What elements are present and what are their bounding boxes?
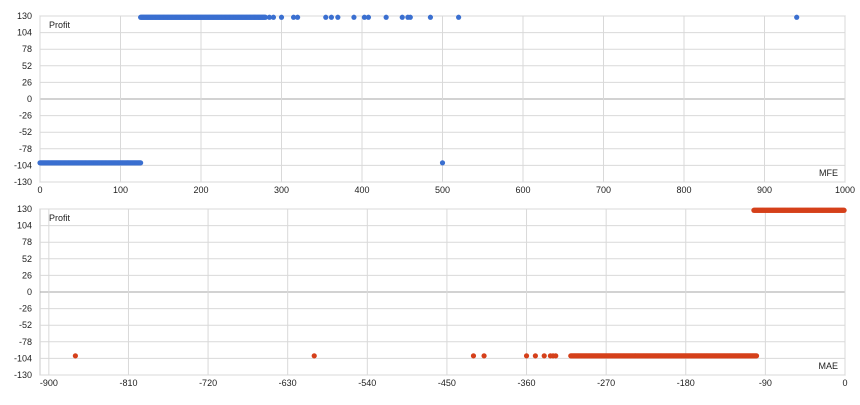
mae-x-tick-label: -90 xyxy=(759,378,772,388)
mae-y-tick-label: -52 xyxy=(19,320,32,330)
mae-x-tick-label: -270 xyxy=(597,378,615,388)
mae-data-point xyxy=(753,353,760,359)
mfe-data-point xyxy=(399,14,405,20)
mfe-data-point xyxy=(295,14,301,20)
mfe-x-axis-label: MFE xyxy=(819,168,838,178)
mfe-x-tick-label: 500 xyxy=(435,185,450,195)
mae-x-tick-label: -810 xyxy=(119,378,137,388)
mfe-y-tick-label: -52 xyxy=(19,127,32,137)
mae-data-point xyxy=(523,353,530,359)
mae-data-point xyxy=(72,353,78,359)
mae-y-tick-label: -26 xyxy=(19,304,32,314)
mae-x-tick-label: -900 xyxy=(40,378,58,388)
mae-y-axis-label: Profit xyxy=(49,213,71,223)
mfe-x-tick-label: 1000 xyxy=(835,185,855,195)
mfe-x-tick-label: 0 xyxy=(37,185,42,195)
mae-x-tick-label: -450 xyxy=(438,378,456,388)
mae-x-axis-label: MAE xyxy=(818,361,838,371)
mae-data-point xyxy=(470,353,477,359)
mfe-x-tick-label: 900 xyxy=(757,185,772,195)
mae-y-tick-label: 52 xyxy=(22,254,32,264)
mfe-x-tick-label: 600 xyxy=(515,185,530,195)
mfe-y-tick-label: -26 xyxy=(19,111,32,121)
mfe-y-tick-label: 0 xyxy=(27,94,32,104)
mfe-data-point xyxy=(290,14,297,20)
mfe-x-tick-label: 100 xyxy=(113,185,128,195)
mae-y-tick-label: 0 xyxy=(27,287,32,297)
mae-x-tick-label: 0 xyxy=(842,378,847,388)
mae-data-point xyxy=(553,353,559,359)
mae-data-point xyxy=(841,207,847,213)
mfe-y-tick-label: -104 xyxy=(14,160,32,170)
mae-y-tick-label: 130 xyxy=(17,204,32,214)
mae-y-tick-label: 78 xyxy=(22,237,32,247)
mfe-data-point xyxy=(278,14,285,20)
mfe-data-point xyxy=(266,14,273,20)
mfe-y-tick-label: -130 xyxy=(14,177,32,187)
mfe-data-point xyxy=(794,14,800,20)
mfe-y-tick-label: 104 xyxy=(17,28,32,38)
mae-x-tick-label: -360 xyxy=(518,378,536,388)
mae-x-tick-label: -540 xyxy=(358,378,376,388)
mae-x-tick-label: -630 xyxy=(279,378,297,388)
mae-data-point xyxy=(541,353,547,359)
mae-data-point xyxy=(481,353,487,359)
mfe-data-point xyxy=(138,160,144,166)
mae-y-tick-label: -104 xyxy=(14,353,32,363)
mfe-data-point xyxy=(351,14,357,20)
mfe-y-tick-label: 26 xyxy=(22,77,32,87)
mfe-data-point xyxy=(439,160,446,166)
mfe-data-point xyxy=(270,14,277,20)
mae-x-tick-label: -720 xyxy=(199,378,217,388)
mfe-data-point xyxy=(361,14,368,20)
mfe-x-tick-label: 200 xyxy=(193,185,208,195)
mfe-x-tick-label: 400 xyxy=(354,185,369,195)
mfe-data-point xyxy=(262,14,268,20)
mfe-data-point xyxy=(335,14,341,20)
mfe-data-point xyxy=(383,14,389,20)
mfe-data-point xyxy=(328,14,335,20)
mfe-y-tick-label: -78 xyxy=(19,144,32,154)
mfe-scatter-panel: 130 104 78 52 26 0 -26 -52 -78 -104 -130 0 100 200 300… xyxy=(14,11,855,195)
mfe-x-tick-label: 700 xyxy=(596,185,611,195)
mfe-data-point xyxy=(323,14,329,20)
mfe-x-tick-label: 800 xyxy=(676,185,691,195)
mae-y-tick-label: 26 xyxy=(22,270,32,280)
mae-x-tick-label: -180 xyxy=(677,378,695,388)
mfe-y-tick-label: 52 xyxy=(22,61,32,71)
mfe-data-point xyxy=(365,14,372,20)
mfe-y-tick-label: 78 xyxy=(22,44,32,54)
mae-y-tick-label: -78 xyxy=(19,337,32,347)
mae-y-tick-label: 104 xyxy=(17,221,32,231)
mfe-x-tick-label: 300 xyxy=(274,185,289,195)
mfe-data-point xyxy=(407,14,413,20)
mfe-y-axis-label: Profit xyxy=(49,20,71,30)
mfe-data-point xyxy=(427,14,434,20)
mae-data-point xyxy=(532,353,538,359)
mae-y-tick-label: -130 xyxy=(14,370,32,380)
mfe-y-tick-label: 130 xyxy=(17,11,32,21)
mae-data-point xyxy=(311,353,317,359)
mfe-data-point xyxy=(456,14,462,20)
